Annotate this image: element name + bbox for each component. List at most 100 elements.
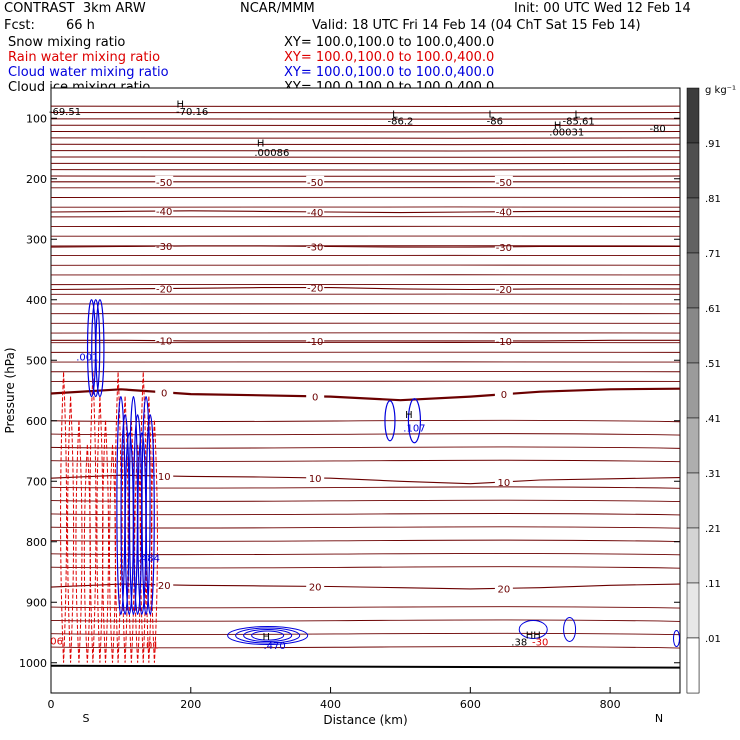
annotation-label: .001 [76,353,98,364]
annotation-label: -70.16 [176,107,208,118]
valid-time: Valid: 18 UTC Fri 14 Feb 14 (04 ChT Sat … [312,18,641,33]
x-tick-label: 0 [48,698,55,711]
contour-label-bg [494,283,513,296]
lower-contour-line [50,566,681,569]
lower-contour-line [50,539,681,542]
legend-rain-name: Rain water mixing ratio [8,50,161,65]
mid-contour-line [50,245,681,247]
annotation-label: L [489,109,495,120]
contour-label-bg [306,471,325,484]
colorbar-segment [686,417,700,474]
y-tick-label: 1000 [19,657,47,670]
rain-water-contour [96,396,104,663]
temperature-contour-label: -50 [496,178,512,189]
colorbar-label: .91 [705,139,721,150]
annotation-label: .107 [403,423,425,434]
mid-contour-line [50,283,681,286]
rain-water-contour [150,420,158,663]
x-end-label-south: S [82,712,89,725]
colorbar-segment [686,637,700,694]
contour-label-bg [494,388,513,401]
rain-water-contour [102,420,110,663]
cloud-water-contour [384,400,396,442]
upper-contour-line [50,156,681,158]
colorbar-label: .21 [705,524,721,535]
rain-water-contour [75,420,83,663]
temperature-contour-label: -50 [307,178,323,189]
mid-contour-line [50,351,681,354]
mid-contour-line [50,225,681,228]
x-tick-label: 600 [460,698,481,711]
contour-label-bg [155,175,174,188]
cloud-water-contour [563,616,577,642]
annotation-label: HH [526,630,541,641]
colorbar-segment [686,362,700,419]
contour-label-bg [494,205,513,218]
contour-label-bg [155,205,174,218]
temperature-contour-label: -20 [307,284,323,295]
cloud-water-contour [91,299,101,398]
annotation-label: .00031 [549,128,584,139]
y-tick-label: 400 [26,294,47,307]
cloud-water-contour [141,395,151,615]
temperature-contour-label: -40 [496,208,512,219]
org-label: NCAR/MMM [240,1,315,16]
cloud-water-contour [673,630,681,648]
annotation-label: -30 [532,638,548,649]
upper-contour-line [50,168,681,171]
annotation-label: -86 [487,117,503,128]
contour-label-bg [306,240,325,253]
y-tick-label: 600 [26,415,47,428]
temperature-contour-label: 20 [309,582,322,593]
mid-contour-line [50,196,681,199]
annotation-label: .484 [138,553,160,564]
legend-rain-xy: XY= 100.0,100.0 to 100.0,400.0 [284,50,495,65]
y-tick-label: 900 [26,596,47,609]
temperature-contour--10 [51,339,680,342]
annotation-label: H [177,100,185,111]
y-axis-label: Pressure (hPa) [3,347,17,433]
annotation-label: .470 [264,641,286,652]
lower-contour-line [50,646,681,649]
lower-contour-line [50,552,681,556]
x-tick-label: 800 [600,698,621,711]
contour-label-bg [155,469,174,482]
upper-contour-line [50,117,681,120]
annotation-label: H [405,410,413,421]
colorbar-label: .31 [705,469,721,480]
colorbar-segment [686,142,700,199]
cloud-water-contour [227,626,309,646]
y-tick-label: 700 [26,475,47,488]
cloud-water-contour [243,629,293,643]
colorbar-label: .71 [705,249,721,260]
mid-contour-line [50,380,681,383]
x-tick-label: 200 [180,698,201,711]
mid-contour-line [50,293,681,296]
fcst-label: Fcst: [4,18,35,33]
colorbar-label: .11 [705,579,721,590]
temperature-contour-label: -30 [156,242,172,253]
colorbar-label: .61 [705,304,721,315]
mid-contour-line [50,303,681,305]
temperature-contour-label: 10 [158,472,171,483]
contour-label-bg [494,582,513,595]
init-time: Init: 00 UTC Wed 12 Feb 14 [514,1,691,16]
mid-contour-line [50,312,681,315]
rain-water-contour [60,372,68,663]
y-tick-label: 300 [26,233,47,246]
contour-label-bg [494,475,513,488]
upper-contour-line [50,175,681,177]
contour-label-bg [155,386,174,399]
temperature-contour-label: -40 [307,208,323,219]
upper-contour-line [50,143,681,146]
mid-contour-line [50,322,681,325]
lower-contour-line [50,526,681,529]
cloud-water-contour [95,299,105,398]
upper-contour-line [50,124,681,127]
x-axis-label: Distance (km) [323,713,407,727]
annotation-label: L [392,109,398,120]
contour-label-bg [494,334,513,347]
annotation-label: H [554,120,562,131]
temperature-contour-label: -20 [496,285,512,296]
